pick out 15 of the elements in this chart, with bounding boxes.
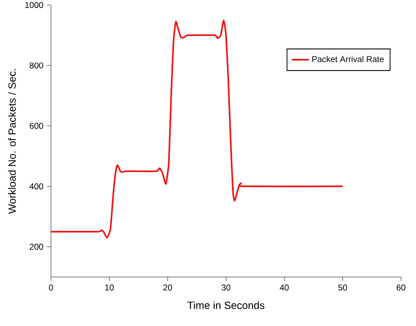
x-axis-title: Time in Seconds bbox=[187, 301, 264, 310]
legend-label: Packet Arrival Rate bbox=[312, 56, 384, 62]
x-tick-label: 40 bbox=[280, 284, 289, 291]
y-tick-label: 600 bbox=[30, 122, 44, 129]
x-tick-label: 0 bbox=[48, 284, 54, 291]
x-tick-label: 30 bbox=[222, 284, 230, 291]
y-tick-label: 1000 bbox=[25, 2, 44, 8]
x-tick-label: 60 bbox=[396, 284, 406, 291]
x-tick-label: 10 bbox=[105, 284, 114, 291]
y-tick-label: 400 bbox=[30, 183, 44, 190]
x-tick-label: 50 bbox=[338, 284, 348, 291]
x-tick-label: 20 bbox=[163, 284, 172, 291]
y-tick-label: 800 bbox=[30, 62, 44, 68]
y-tick-label: 200 bbox=[30, 244, 44, 250]
y-axis-title: Workload No. of Packets / Sec. bbox=[8, 69, 16, 214]
